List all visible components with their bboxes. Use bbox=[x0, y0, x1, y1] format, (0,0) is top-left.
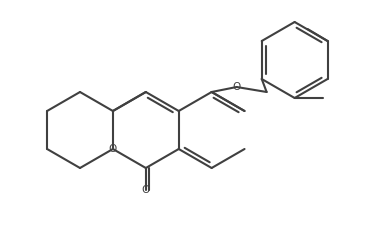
Text: O: O bbox=[232, 82, 241, 92]
Text: O: O bbox=[142, 185, 150, 195]
Text: O: O bbox=[109, 144, 117, 154]
